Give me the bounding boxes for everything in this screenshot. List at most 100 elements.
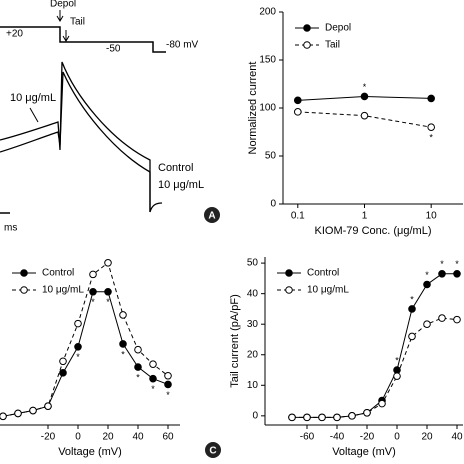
legend-marker <box>285 269 293 277</box>
data-point <box>119 311 127 319</box>
x-tick-label: 0 <box>75 432 81 443</box>
data-point <box>119 340 127 348</box>
data-point <box>288 413 296 422</box>
y-tick-label: 200 <box>259 7 276 18</box>
annotation: * <box>410 294 414 304</box>
label: -80 mV <box>166 40 199 51</box>
data-point <box>360 111 369 120</box>
label: Tail <box>70 17 85 28</box>
legend-marker <box>20 286 28 294</box>
legend-label: 10 μg/mL <box>307 285 349 296</box>
y-tick-label: 150 <box>259 55 276 66</box>
annotation: * <box>455 259 459 269</box>
y-tick-label: 50 <box>265 151 277 162</box>
y-tick-label: 40 <box>247 288 259 299</box>
y-tick-label: 30 <box>247 319 259 330</box>
voltage-protocol <box>0 26 166 53</box>
x-tick-label: 40 <box>132 432 144 443</box>
data-point <box>89 287 97 296</box>
data-point <box>348 412 356 420</box>
data-point <box>318 413 326 422</box>
annotation: * <box>429 133 433 143</box>
data-point <box>74 319 82 328</box>
panel-badge <box>205 442 221 458</box>
data-point <box>0 412 7 421</box>
y-tick-label: 50 <box>247 258 259 269</box>
data-point <box>293 108 302 116</box>
panel-label: A <box>208 211 215 222</box>
annotation: * <box>440 259 444 269</box>
data-point <box>164 371 172 380</box>
data-point <box>59 357 67 366</box>
x-tick-label: 40 <box>451 432 463 443</box>
data-point <box>438 314 446 322</box>
data-point <box>134 363 142 371</box>
data-point <box>378 399 386 408</box>
legend-label: Control <box>307 268 339 279</box>
legend-marker <box>20 269 28 277</box>
annotation: * <box>136 372 140 382</box>
data-point <box>44 402 52 410</box>
legend-label: Depol <box>325 23 351 34</box>
y-axis-label: Tail current (pA/pF) <box>229 294 241 388</box>
legend-label: 10 μg/mL <box>42 285 84 296</box>
panel-label: C <box>209 446 216 457</box>
data-point <box>14 409 22 418</box>
series-line <box>292 317 458 418</box>
label: ms <box>4 223 17 234</box>
data-point <box>363 408 371 417</box>
data-point <box>427 94 435 103</box>
label: 10 μg/mL <box>158 179 204 191</box>
annotation: * <box>106 297 110 307</box>
data-point <box>59 369 67 377</box>
data-point <box>134 345 142 354</box>
data-point <box>438 270 446 278</box>
data-point <box>423 280 431 289</box>
annotation: * <box>76 352 80 362</box>
annotation: * <box>363 82 367 92</box>
annotation: * <box>91 297 95 307</box>
legend-label: Tail <box>325 40 340 51</box>
data-point <box>393 372 401 380</box>
data-point <box>423 320 431 329</box>
x-tick-label: -40 <box>330 432 345 443</box>
data-point <box>104 258 112 267</box>
data-point <box>408 332 416 341</box>
y-tick-label: 20 <box>247 349 259 360</box>
annotation: * <box>121 349 125 359</box>
data-point <box>360 92 369 101</box>
legend-marker <box>285 286 293 294</box>
data-point <box>104 287 112 296</box>
y-axis-label: Normalized current <box>247 62 259 155</box>
data-point <box>149 374 157 383</box>
x-tick-label: 10 <box>426 211 438 222</box>
data-point <box>408 305 416 313</box>
data-point <box>149 360 157 368</box>
x-tick-label: 1 <box>362 211 368 222</box>
label: Control <box>158 162 193 174</box>
x-tick-label: 60 <box>162 432 174 443</box>
x-tick-label: -20 <box>41 432 56 443</box>
x-tick-label: 20 <box>102 432 114 443</box>
annotation: * <box>395 355 399 365</box>
data-point <box>29 406 37 415</box>
label: +20 <box>6 29 23 40</box>
annotation: * <box>151 384 155 394</box>
series-line <box>2 291 169 417</box>
data-point <box>89 270 97 279</box>
trace-drug <box>0 61 163 213</box>
x-tick-label: 20 <box>421 432 433 443</box>
arrow-head <box>62 35 70 42</box>
trace-control <box>0 71 151 212</box>
arrow-head <box>56 15 64 22</box>
annotation: * <box>425 270 429 280</box>
trace-panel <box>0 10 166 214</box>
x-tick-label: 0.1 <box>291 211 305 222</box>
data-point <box>303 413 311 422</box>
data-point <box>293 96 302 105</box>
data-point <box>453 315 461 324</box>
legend-label: Control <box>42 268 74 279</box>
x-axis-label: KIOM-79 Conc. (μg/mL) <box>315 225 432 237</box>
